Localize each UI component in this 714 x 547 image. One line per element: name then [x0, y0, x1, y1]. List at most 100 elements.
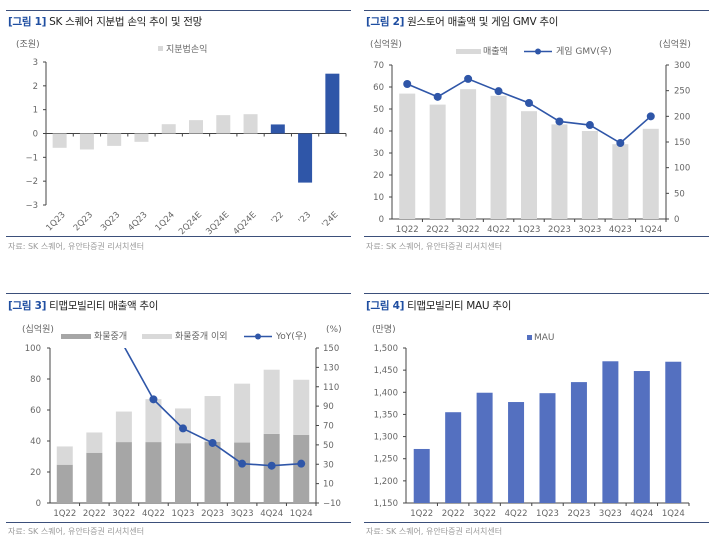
y-tick-label: 1,400: [374, 388, 398, 398]
bar-non-freight-2Q23: [204, 396, 221, 442]
bar-'24E: [325, 73, 340, 134]
y-tick-label-left: 40: [373, 127, 384, 137]
y-tick-label: 1,200: [374, 477, 398, 487]
bar-mau-3Q22: [476, 392, 493, 503]
y-axis-unit-left: (십억원): [22, 323, 54, 335]
gmv-point-1Q24: [646, 112, 655, 121]
bar-freight-3Q22: [115, 442, 132, 503]
legend-label: 게임 GMV(우): [556, 45, 612, 57]
x-tick-label: 2Q22: [442, 509, 465, 519]
bar-'23: [298, 133, 313, 183]
x-tick-label: 3Q23: [231, 509, 254, 519]
gmv-point-3Q22: [464, 74, 473, 83]
chart-fig3: (십억원) (%) 화물중개 화물중개 이외 YoY(우) 0 20 40 60 80 100 −10…: [22, 323, 342, 519]
x-tick-label: 3Q23: [578, 225, 601, 235]
bar-1Q23: [52, 133, 67, 148]
yoy-point-4Q22: [149, 395, 158, 404]
x-tick-label: 1Q23: [44, 210, 67, 233]
yoy-point-3Q23: [238, 459, 247, 468]
gmv-point-1Q22: [403, 79, 412, 88]
y-tick-label-left: 40: [30, 437, 41, 447]
x-tick-label: 2Q22: [83, 509, 106, 519]
y-tick-label-right: 110: [323, 383, 339, 393]
figure-1-panel: [그림 1] SK 스퀘어 지분법 손익 추이 및 전망 (조원) 지분법손익 3 2 1…: [6, 0, 351, 260]
bar-freight-3Q23: [234, 442, 251, 503]
bar-freight-1Q24: [293, 434, 310, 503]
y-tick-label: 1: [33, 106, 38, 116]
x-tick-label: 1Q23: [172, 509, 195, 519]
x-tick-label: 1Q24: [290, 509, 313, 519]
figure-title: [그림 3] 티맵모빌리티 매출액 추이: [8, 298, 158, 313]
yoy-point-1Q23: [179, 424, 187, 433]
bar-freight-2Q23: [204, 441, 221, 503]
chart-fig2: (십억원) (십억원) 매출액 게임 GMV(우) 0 10 20 30 40 50 60 70 0 50…: [370, 38, 691, 235]
x-tick-label: 1Q23: [536, 509, 559, 519]
legend-label: 지분법손익: [166, 43, 207, 55]
y-tick-label-right: 250: [674, 87, 690, 97]
bottom-divider: [6, 522, 351, 523]
source-note: 자료: SK 스퀘어, 유안타증권 리서치센터: [8, 527, 145, 536]
legend-swatch-freight: [61, 334, 91, 339]
chart-fig4: (만명) MAU 1,150 1,200 1,250 1,300 1,350 1,400 1,4…: [372, 324, 690, 519]
y-tick-label-left: 30: [373, 149, 384, 159]
y-tick-label-right: −10: [323, 499, 341, 509]
y-tick-label-left: 50: [373, 105, 384, 115]
y-axis-unit: (조원): [16, 39, 40, 50]
bar-revenue-2Q22: [429, 104, 446, 219]
yoy-point-2Q23: [208, 438, 217, 447]
x-tick-label: 3Q22: [473, 509, 496, 519]
legend-label: 화물중개: [94, 331, 127, 342]
y-tick-label-left: 70: [373, 61, 384, 71]
bar-2Q24E: [189, 120, 203, 134]
bar-3Q24E: [216, 115, 231, 134]
bar-1Q24: [161, 124, 176, 134]
y-tick-label-right: 0: [674, 215, 679, 225]
figure-title: [그림 2] 원스토어 매출액 및 게임 GMV 추이: [366, 14, 558, 29]
x-tick-label: 4Q23: [609, 225, 632, 235]
y-tick-label-right: 30: [323, 460, 334, 470]
legend-swatch-bar: [456, 49, 481, 54]
bar-revenue-2Q23: [551, 124, 568, 219]
figure-title-text: SK 스퀘어 지분법 손익 추이 및 전망: [49, 16, 202, 28]
y-tick-label-left: 0: [36, 499, 41, 509]
bar-mau-4Q24: [633, 371, 650, 503]
bar-mau-1Q24: [665, 361, 682, 503]
source-note: 자료: SK 스퀘어, 유안타증권 리서치센터: [8, 242, 145, 251]
bar-non-freight-1Q24: [293, 379, 310, 435]
x-tick-label: 2Q23: [567, 509, 590, 519]
x-tick-label: 4Q23: [126, 210, 149, 233]
figure-title: [그림 1] SK 스퀘어 지분법 손익 추이 및 전망: [8, 14, 202, 29]
gmv-point-4Q23: [616, 139, 625, 148]
bar-2Q23: [79, 133, 94, 150]
gmv-point-1Q23: [525, 98, 533, 107]
bar-revenue-1Q23: [521, 111, 537, 219]
y-tick-label: −1: [25, 153, 38, 163]
y-tick-label-right: 50: [323, 441, 334, 451]
bar-'22: [270, 124, 285, 134]
y-tick-label-left: 80: [30, 375, 41, 385]
figure-label: [그림 1]: [8, 16, 47, 28]
y-tick-label-right: 90: [323, 402, 334, 412]
y-tick-label-right: 130: [323, 363, 339, 373]
bar-non-freight-2Q22: [86, 432, 103, 453]
x-tick-label: 4Q22: [142, 509, 165, 519]
bar-4Q23: [134, 133, 149, 142]
figure-title-text: 티맵모빌리티 매출액 추이: [49, 300, 159, 312]
gmv-point-2Q22: [433, 92, 442, 101]
x-tick-label: 1Q22: [53, 509, 76, 519]
source-note: 자료: SK 스퀘어, 유안타증권 리서치센터: [366, 527, 503, 536]
x-tick-label: 2Q24E: [177, 210, 204, 237]
x-tick-label: 1Q24: [639, 225, 662, 235]
legend-swatch: [158, 46, 163, 51]
y-tick-label-right: 70: [323, 422, 334, 432]
bar-4Q24E: [243, 114, 258, 134]
y-tick-label: 1,450: [374, 366, 398, 376]
bottom-divider: [6, 236, 351, 237]
bar-freight-1Q23: [175, 443, 191, 503]
yoy-point-1Q24: [297, 459, 306, 468]
bar-revenue-3Q23: [581, 131, 598, 219]
gmv-point-4Q22: [494, 87, 503, 96]
legend-swatch: [527, 335, 532, 340]
x-tick-label: 3Q24E: [204, 210, 231, 237]
y-tick-label: 3: [33, 58, 38, 68]
